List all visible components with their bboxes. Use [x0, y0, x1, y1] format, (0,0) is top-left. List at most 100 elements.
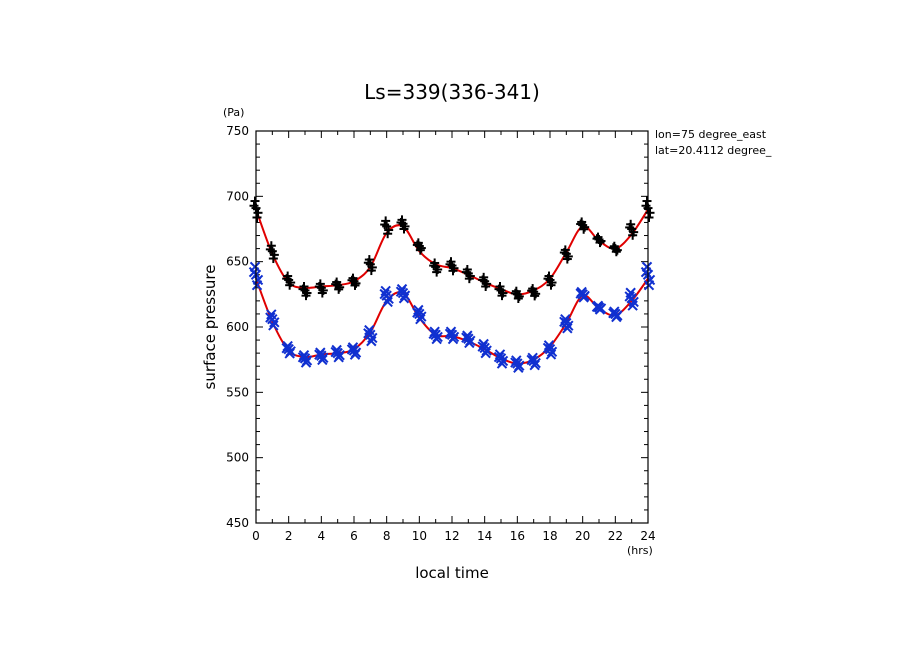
x-tick-label: 6 [350, 529, 358, 543]
data-point [383, 229, 393, 239]
data-point [382, 296, 393, 308]
data-point [300, 357, 312, 368]
data-point [396, 283, 408, 295]
data-point [578, 292, 589, 303]
data-point [429, 326, 440, 337]
data-point [511, 355, 522, 366]
data-point [462, 265, 472, 275]
data-point [348, 273, 358, 283]
data-point [544, 271, 554, 281]
data-point [266, 241, 276, 251]
data-point [431, 333, 442, 345]
data-point [497, 355, 509, 367]
data-point [334, 284, 344, 294]
data-point [543, 340, 555, 351]
data-point [432, 267, 442, 277]
data-point [252, 213, 262, 223]
data-point [609, 306, 620, 317]
data-point [284, 348, 295, 359]
data-point [249, 261, 261, 273]
data-point [364, 255, 374, 265]
data-point [462, 330, 473, 341]
data-point [511, 286, 521, 296]
data-point [397, 215, 407, 225]
data-point [577, 217, 587, 227]
data-point [266, 309, 277, 320]
data-point [611, 247, 621, 257]
data-point [593, 232, 603, 242]
y-tick-label: 600 [226, 320, 249, 334]
data-point [380, 285, 391, 297]
data-point [269, 317, 280, 328]
x-unit-label: (hrs) [627, 544, 653, 557]
x-tick-label: 22 [608, 529, 623, 543]
x-tick-label: 0 [252, 529, 260, 543]
data-point [445, 326, 457, 337]
data-point [464, 337, 475, 349]
data-point [317, 288, 327, 298]
data-point [494, 349, 506, 360]
data-point [383, 293, 394, 304]
chart-title: Ls=339(336-341) [364, 80, 540, 104]
data-point [446, 257, 456, 267]
series-1 [249, 196, 655, 304]
data-point [513, 362, 524, 373]
y-tick-label: 650 [226, 255, 249, 269]
annotation-lon: lon=75 degree_east [655, 128, 767, 141]
annotation-lat: lat=20.4112 degree_ [655, 144, 772, 157]
x-tick-label: 24 [640, 529, 655, 543]
data-point [399, 224, 409, 234]
data-point [641, 261, 653, 273]
y-unit-label: (Pa) [223, 106, 244, 119]
data-point [331, 344, 342, 356]
data-point [413, 238, 423, 248]
y-axis: 450 500 550 600 650 700 750 [226, 124, 648, 530]
x-tick-label: 8 [383, 529, 391, 543]
data-point [595, 238, 605, 248]
data-point [560, 245, 570, 255]
data-point [251, 279, 263, 291]
x-axis: 0 2 4 6 8 10 12 14 16 18 20 22 24 [252, 131, 656, 543]
data-point [497, 291, 507, 301]
data-point [250, 196, 260, 206]
plot-frame [255, 130, 649, 524]
data-point [366, 335, 377, 347]
data-point [301, 291, 311, 301]
data-point [283, 271, 293, 281]
y-tick-label: 700 [226, 189, 249, 203]
data-point [527, 352, 538, 364]
y-axis-title: surface pressure [201, 265, 219, 390]
data-point [562, 254, 572, 264]
y-tick-label: 550 [226, 385, 249, 399]
data-point [478, 338, 489, 350]
data-point [626, 219, 636, 229]
data-point [399, 290, 411, 301]
data-point [609, 241, 619, 251]
x-tick-label: 18 [542, 529, 557, 543]
series-2 [248, 261, 656, 373]
data-point [481, 345, 492, 356]
fit-line-1 [255, 208, 649, 296]
data-point [333, 352, 344, 363]
data-point [562, 323, 573, 334]
data-point [398, 293, 410, 304]
data-point [481, 281, 491, 291]
data-point [563, 320, 574, 331]
data-point [643, 279, 655, 291]
data-point [579, 224, 589, 234]
data-point [315, 279, 325, 289]
data-point [285, 280, 295, 290]
data-point [644, 213, 654, 223]
data-point [528, 284, 538, 294]
data-point [349, 349, 361, 360]
data-point [530, 291, 540, 301]
data-point [546, 346, 558, 358]
data-point [479, 272, 489, 282]
data-point [268, 320, 279, 331]
data-point [415, 245, 425, 255]
x-tick-label: 2 [285, 529, 293, 543]
data-point [611, 311, 622, 323]
y-tick-label: 450 [226, 516, 249, 530]
data-point [347, 342, 359, 353]
